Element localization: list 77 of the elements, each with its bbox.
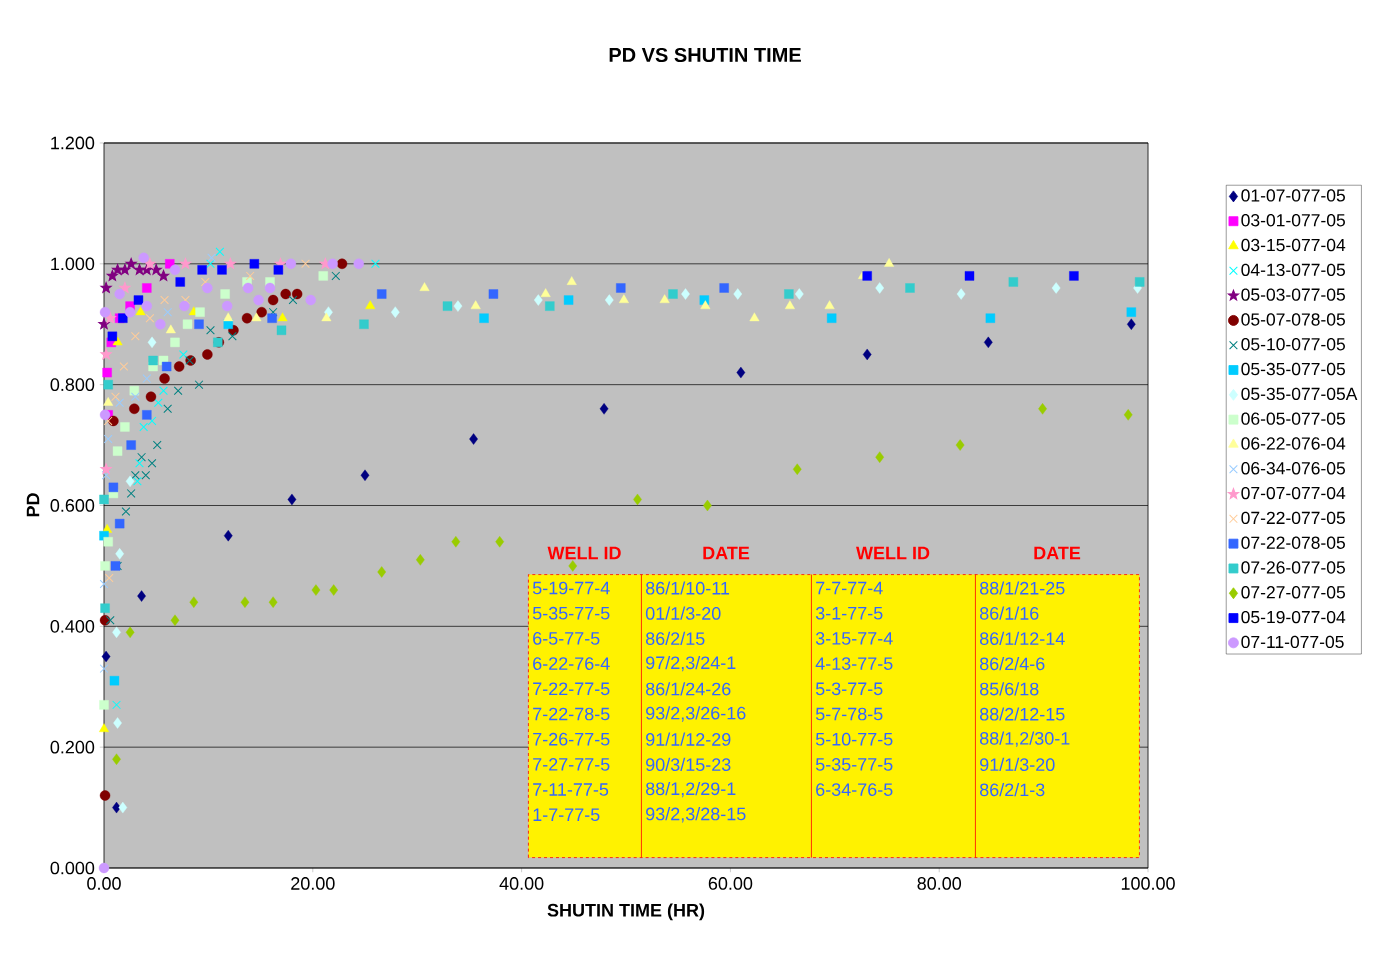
annotation: 88/1,2/30-1 <box>980 731 1070 747</box>
annotation: 5-3-77-5 <box>815 682 883 696</box>
annotation: 88/1/21-25 <box>980 581 1065 595</box>
legend-label: 06-05-077-05 <box>1241 412 1345 425</box>
legend-label: 01-07-077-05 <box>1241 189 1345 202</box>
annotation: 6-5-77-5 <box>533 632 600 645</box>
y-tick-label: 0.400 <box>50 619 95 633</box>
legend-label: 07-11-077-05 <box>1241 635 1344 649</box>
annotation: 1-7-77-5 <box>533 808 600 822</box>
y-tick-label: 0.000 <box>50 861 95 875</box>
legend-label: 05-19-077-04 <box>1241 610 1346 624</box>
legend-label: 05-07-078-05 <box>1241 313 1345 326</box>
legend-label: 05-35-077-05 <box>1241 362 1345 376</box>
legend-label: 03-01-077-05 <box>1241 214 1345 227</box>
annotation: 85/6/18 <box>980 682 1039 696</box>
annotation: 86/1/10-11 <box>645 581 730 595</box>
legend-label: 05-35-077-05A <box>1241 387 1358 401</box>
legend-label: 03-15-077-04 <box>1241 238 1346 252</box>
legend-label: 07-27-077-05 <box>1241 586 1345 599</box>
legend-label: 07-26-077-05 <box>1241 561 1345 574</box>
annotation: 01/1/3-20 <box>645 606 721 620</box>
y-tick-label: 1.200 <box>51 136 95 150</box>
annotation: WELL ID <box>547 546 621 560</box>
x-tick-label: 20.00 <box>291 877 335 890</box>
annotation: 7-11-77-5 <box>533 783 609 796</box>
annotation: 7-22-78-5 <box>533 707 610 721</box>
y-tick-label: 0.600 <box>50 499 95 512</box>
annotation: 5-19-77-4 <box>532 581 610 595</box>
x-tick-label: 100.00 <box>1121 877 1175 890</box>
annotation: WELL ID <box>856 546 930 560</box>
x-tick-label: 60.00 <box>708 877 753 890</box>
y-tick-label: 0.800 <box>50 378 95 392</box>
y-tick-label: 0.200 <box>50 740 95 754</box>
legend-label: 05-03-077-05 <box>1241 288 1345 301</box>
annotation: 3-15-77-4 <box>815 632 893 645</box>
annotation: 86/1/24-26 <box>645 682 731 696</box>
annotation: 88/2/12-15 <box>980 707 1065 721</box>
legend-label: 06-34-076-05 <box>1241 462 1345 475</box>
annotation: 93/2,3/28-15 <box>646 807 746 823</box>
legend-label: 06-22-076-04 <box>1241 437 1346 450</box>
annotation: 93/2,3/26-16 <box>646 706 746 722</box>
annotation: 5-7-78-5 <box>815 707 883 721</box>
x-tick-label: 80.00 <box>917 877 962 890</box>
annotation: 91/1/3-20 <box>980 757 1055 771</box>
annotation: 6-22-76-4 <box>533 657 610 670</box>
annotation: 5-35-77-5 <box>815 758 893 771</box>
annotation: 7-7-77-4 <box>816 581 883 595</box>
legend-label: 07-22-077-05 <box>1241 511 1345 525</box>
annotation: 4-13-77-5 <box>815 657 893 670</box>
x-tick-label: 40.00 <box>499 877 544 890</box>
y-axis-title: PD <box>26 493 40 517</box>
chart-title: PD VS SHUTIN TIME <box>609 47 801 63</box>
annotation: 7-26-77-5 <box>533 732 610 746</box>
y-tick-label: 1.000 <box>51 257 95 271</box>
annotation: 91/1/12-29 <box>646 732 731 746</box>
annotation: 5-35-77-5 <box>532 606 610 620</box>
x-axis-title: SHUTIN TIME (HR) <box>547 903 705 921</box>
x-tick-label: 0.00 <box>87 877 121 890</box>
annotation: 90/3/15-23 <box>646 757 731 771</box>
annotation: 97/2,3/24-1 <box>646 655 736 672</box>
annotation: 86/2/1-3 <box>980 782 1045 797</box>
annotation: DATE <box>703 546 750 560</box>
legend-label: 04-13-077-05 <box>1241 263 1345 277</box>
annotation: 5-10-77-5 <box>815 732 893 746</box>
annotation: 6-34-76-5 <box>816 783 893 796</box>
annotation: 88/1,2/29-1 <box>645 781 736 798</box>
annotation: 7-27-77-5 <box>533 758 610 771</box>
annotation: 86/1/12-14 <box>980 631 1065 645</box>
legend-label: 07-07-077-04 <box>1241 486 1346 500</box>
annotation: DATE <box>1034 546 1081 560</box>
annotation: 86/2/15 <box>645 631 705 645</box>
legend-label: 05-10-077-05 <box>1241 338 1345 351</box>
annotation: 7-22-77-5 <box>533 682 610 696</box>
annotation: 86/1/16 <box>980 606 1039 620</box>
annotation: 86/2/4-6 <box>980 656 1045 671</box>
legend-label: 07-22-078-05 <box>1241 536 1345 549</box>
annotation: 3-1-77-5 <box>815 606 883 620</box>
